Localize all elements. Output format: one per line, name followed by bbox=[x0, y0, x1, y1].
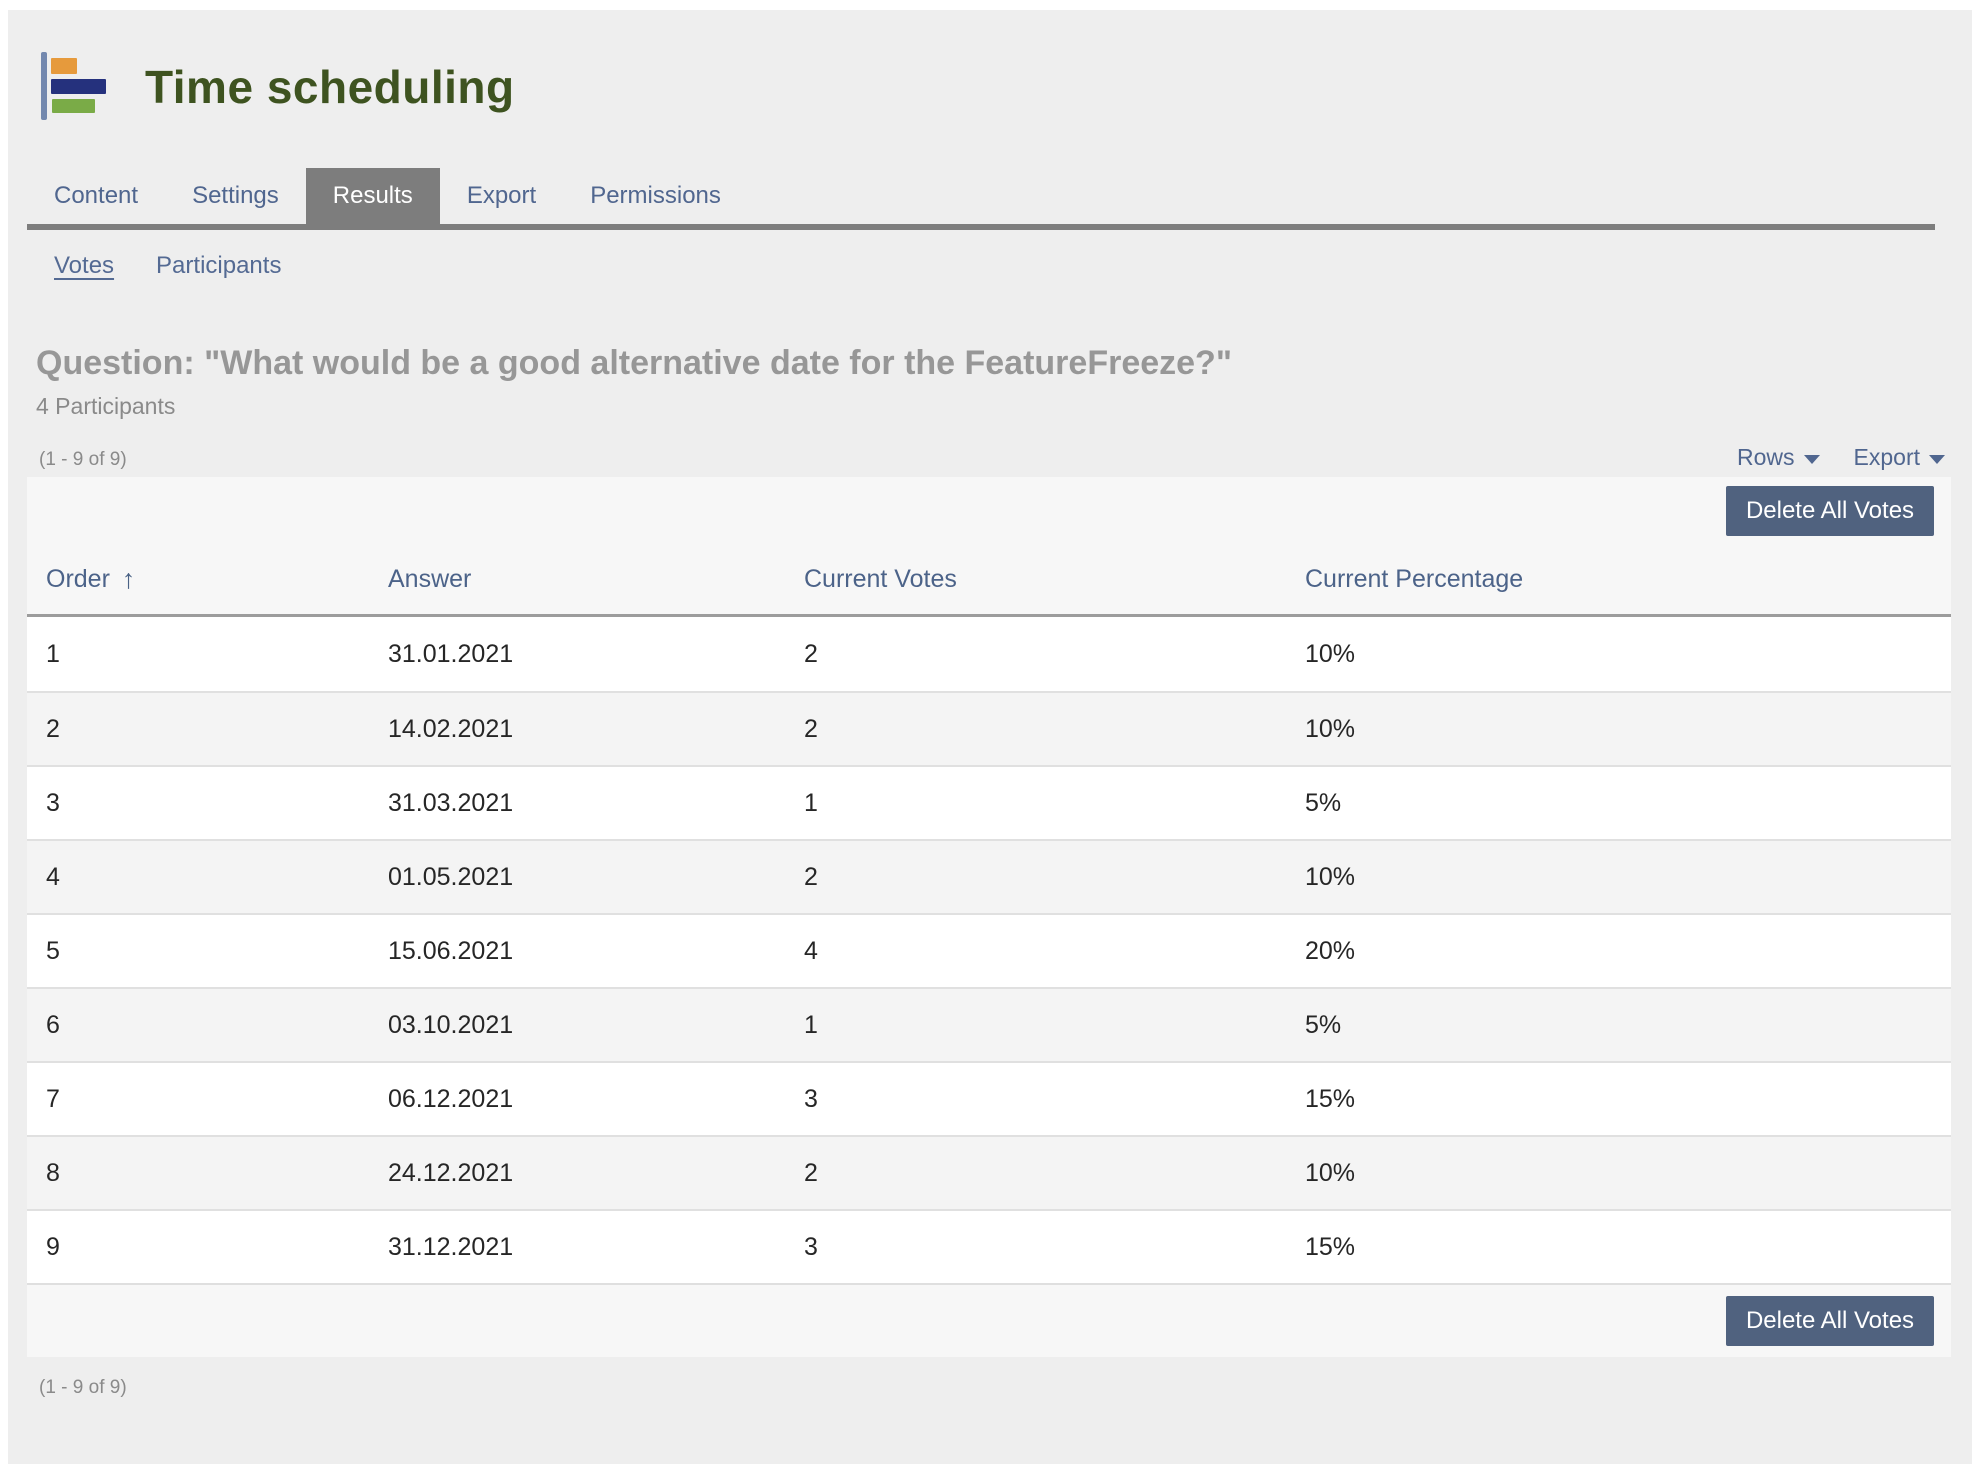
pagination-top: (1 - 9 of 9) bbox=[39, 449, 127, 470]
cell-answer: 24.12.2021 bbox=[388, 1158, 514, 1187]
cell-order: 2 bbox=[46, 714, 60, 743]
tab-content[interactable]: Content bbox=[54, 182, 139, 209]
column-header-current-percentage: Current Percentage bbox=[1305, 565, 1951, 594]
cell-order: 9 bbox=[46, 1232, 60, 1261]
table-row: 6 03.10.2021 1 5% bbox=[27, 987, 1951, 1061]
tab-results[interactable]: Results bbox=[305, 168, 440, 224]
cell-percentage: 10% bbox=[1305, 639, 1356, 668]
cell-votes: 4 bbox=[804, 936, 818, 965]
page-title: Time scheduling bbox=[145, 61, 515, 113]
column-header-label: Current Percentage bbox=[1305, 565, 1524, 593]
cell-answer: 31.12.2021 bbox=[388, 1232, 514, 1261]
cell-order: 3 bbox=[46, 788, 60, 817]
cell-percentage: 5% bbox=[1305, 1010, 1342, 1039]
cell-answer: 01.05.2021 bbox=[388, 862, 514, 891]
cell-order: 5 bbox=[46, 936, 60, 965]
table-toolbar: Delete All Votes bbox=[27, 477, 1951, 545]
results-subnav: Votes Participants bbox=[54, 252, 1951, 280]
cell-votes: 2 bbox=[804, 639, 818, 668]
cell-votes: 1 bbox=[804, 788, 818, 817]
logo-bar-green bbox=[52, 99, 95, 113]
cell-answer: 03.10.2021 bbox=[388, 1010, 514, 1039]
dropdowns: Rows Export bbox=[1737, 444, 1945, 471]
table-controls: (1 - 9 of 9) Rows Export bbox=[27, 444, 1951, 471]
app-header: Time scheduling bbox=[27, 10, 1951, 122]
chevron-down-icon bbox=[1803, 454, 1820, 464]
table-row: 2 14.02.2021 2 10% bbox=[27, 691, 1951, 765]
table-body: 1 31.01.2021 2 10% 2 14.02.2021 2 10% 3 31.03.202… bbox=[27, 617, 1951, 1283]
subnav-link-votes[interactable]: Votes bbox=[54, 252, 115, 279]
cell-votes: 2 bbox=[804, 1158, 818, 1187]
cell-answer: 14.02.2021 bbox=[388, 714, 514, 743]
rows-dropdown-label: Rows bbox=[1737, 444, 1795, 470]
column-header-label: Current Votes bbox=[804, 565, 957, 593]
rows-dropdown[interactable]: Rows bbox=[1737, 444, 1820, 471]
tab-permissions[interactable]: Permissions bbox=[590, 182, 721, 209]
logo-axis bbox=[41, 52, 47, 120]
cell-votes: 1 bbox=[804, 1010, 818, 1039]
cell-order: 6 bbox=[46, 1010, 60, 1039]
column-header-order[interactable]: Order ↑ bbox=[46, 565, 388, 594]
cell-percentage: 10% bbox=[1305, 1158, 1356, 1187]
cell-percentage: 5% bbox=[1305, 788, 1342, 817]
participants-count: 4 Participants bbox=[36, 393, 176, 419]
table-row: 1 31.01.2021 2 10% bbox=[27, 617, 1951, 691]
delete-all-votes-button-bottom[interactable]: Delete All Votes bbox=[1726, 1296, 1934, 1346]
cell-answer: 31.03.2021 bbox=[388, 788, 514, 817]
question-heading: Question: "What would be a good alternat… bbox=[36, 344, 1232, 382]
column-header-label: Order bbox=[46, 565, 110, 593]
pagination-bottom: (1 - 9 of 9) bbox=[39, 1377, 127, 1398]
logo-bar-blue bbox=[51, 79, 106, 94]
export-dropdown[interactable]: Export bbox=[1854, 444, 1945, 471]
sort-ascending-icon: ↑ bbox=[121, 564, 136, 594]
table-header-row: Order ↑ Answer Current Votes Current Percent… bbox=[27, 545, 1951, 617]
table-row: 4 01.05.2021 2 10% bbox=[27, 839, 1951, 913]
column-header-answer: Answer bbox=[388, 565, 804, 594]
subnav-link-participants[interactable]: Participants bbox=[156, 252, 282, 279]
cell-percentage: 10% bbox=[1305, 714, 1356, 743]
cell-votes: 3 bbox=[804, 1084, 818, 1113]
cell-answer: 31.01.2021 bbox=[388, 639, 514, 668]
bar-chart-logo-icon bbox=[41, 52, 111, 122]
cell-percentage: 10% bbox=[1305, 862, 1356, 891]
cell-votes: 3 bbox=[804, 1232, 818, 1261]
export-dropdown-label: Export bbox=[1853, 444, 1920, 470]
cell-answer: 06.12.2021 bbox=[388, 1084, 514, 1113]
tab-settings[interactable]: Settings bbox=[192, 182, 279, 209]
cell-votes: 2 bbox=[804, 862, 818, 891]
cell-answer: 15.06.2021 bbox=[388, 936, 514, 965]
page: Time scheduling Content Settings Results Ex… bbox=[8, 10, 1972, 1464]
cell-order: 1 bbox=[46, 639, 60, 668]
table-footer: Delete All Votes bbox=[27, 1283, 1951, 1357]
cell-order: 7 bbox=[46, 1084, 60, 1113]
column-header-label: Answer bbox=[388, 565, 472, 593]
table-row: 5 15.06.2021 4 20% bbox=[27, 913, 1951, 987]
table-row: 9 31.12.2021 3 15% bbox=[27, 1209, 1951, 1283]
cell-order: 4 bbox=[46, 862, 60, 891]
main-tabs: Content Settings Results Export Permissions bbox=[27, 168, 1951, 224]
chevron-down-icon bbox=[1929, 454, 1945, 464]
column-header-current-votes: Current Votes bbox=[804, 565, 1305, 594]
cell-percentage: 20% bbox=[1305, 936, 1356, 965]
table-row: 8 24.12.2021 2 10% bbox=[27, 1135, 1951, 1209]
votes-table: Delete All Votes Order ↑ Answer Current Vot… bbox=[27, 477, 1951, 1357]
cell-votes: 2 bbox=[804, 714, 818, 743]
cell-order: 8 bbox=[46, 1158, 60, 1187]
table-row: 3 31.03.2021 1 5% bbox=[27, 765, 1951, 839]
logo-bar-orange bbox=[51, 58, 77, 74]
delete-all-votes-button-top[interactable]: Delete All Votes bbox=[1726, 486, 1934, 536]
cell-percentage: 15% bbox=[1305, 1084, 1356, 1113]
table-row: 7 06.12.2021 3 15% bbox=[27, 1061, 1951, 1135]
tab-underline bbox=[27, 224, 1935, 230]
cell-percentage: 15% bbox=[1305, 1232, 1356, 1261]
tab-export[interactable]: Export bbox=[466, 182, 537, 209]
